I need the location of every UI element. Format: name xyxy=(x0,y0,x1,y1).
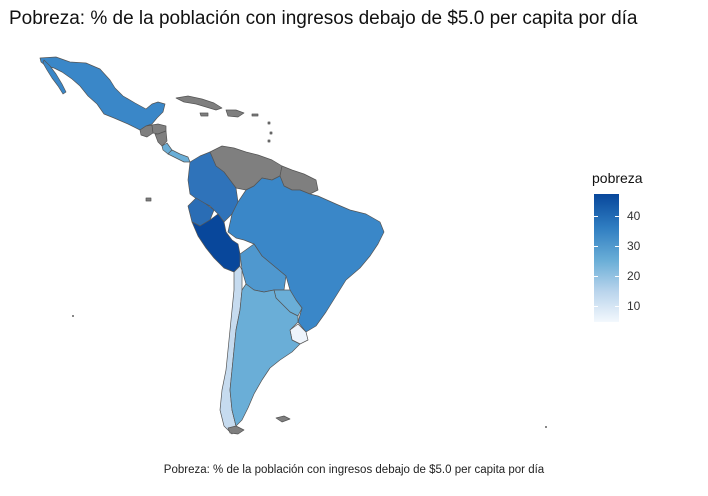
island-falklands xyxy=(275,415,291,423)
country-nicaragua[interactable] xyxy=(154,130,168,147)
legend-tick-mark xyxy=(615,275,619,277)
country-mexico[interactable] xyxy=(39,56,166,131)
legend-tick-mark xyxy=(615,246,619,248)
chart-title: Pobreza: % de la población con ingresos … xyxy=(9,8,638,29)
legend-tick-label: 10 xyxy=(627,298,641,313)
country-cuba[interactable] xyxy=(175,95,223,111)
legend-tick-mark xyxy=(615,216,619,218)
legend-tick-mark xyxy=(594,305,598,307)
legend-tick-label: 40 xyxy=(627,209,641,224)
legend-tick-label: 20 xyxy=(627,268,641,283)
legend-tick-mark xyxy=(594,216,598,218)
country-peru[interactable] xyxy=(191,213,241,273)
island-speck xyxy=(72,315,74,317)
island-hispaniola xyxy=(225,109,245,118)
island-speck xyxy=(545,426,547,428)
legend-tick-mark xyxy=(594,275,598,277)
legend-colorbar xyxy=(594,194,619,322)
country-mexico-baja[interactable] xyxy=(42,59,67,95)
island-galapagos xyxy=(145,197,152,202)
legend-title: pobreza xyxy=(592,170,643,186)
legend-tick-label: 30 xyxy=(627,239,641,254)
legend-tick-mark xyxy=(615,305,619,307)
island-puerto-rico xyxy=(251,113,259,117)
legend-tick-mark xyxy=(594,246,598,248)
island-antilles xyxy=(267,121,273,143)
caption: Pobreza: % de la población con ingresos … xyxy=(163,464,545,476)
country-argentina[interactable] xyxy=(229,283,301,427)
island-jamaica xyxy=(199,112,209,117)
island-tierra-del-fuego xyxy=(227,425,245,435)
country-panama[interactable] xyxy=(167,149,191,163)
legend: pobreza 40 30 20 10 xyxy=(592,170,692,330)
